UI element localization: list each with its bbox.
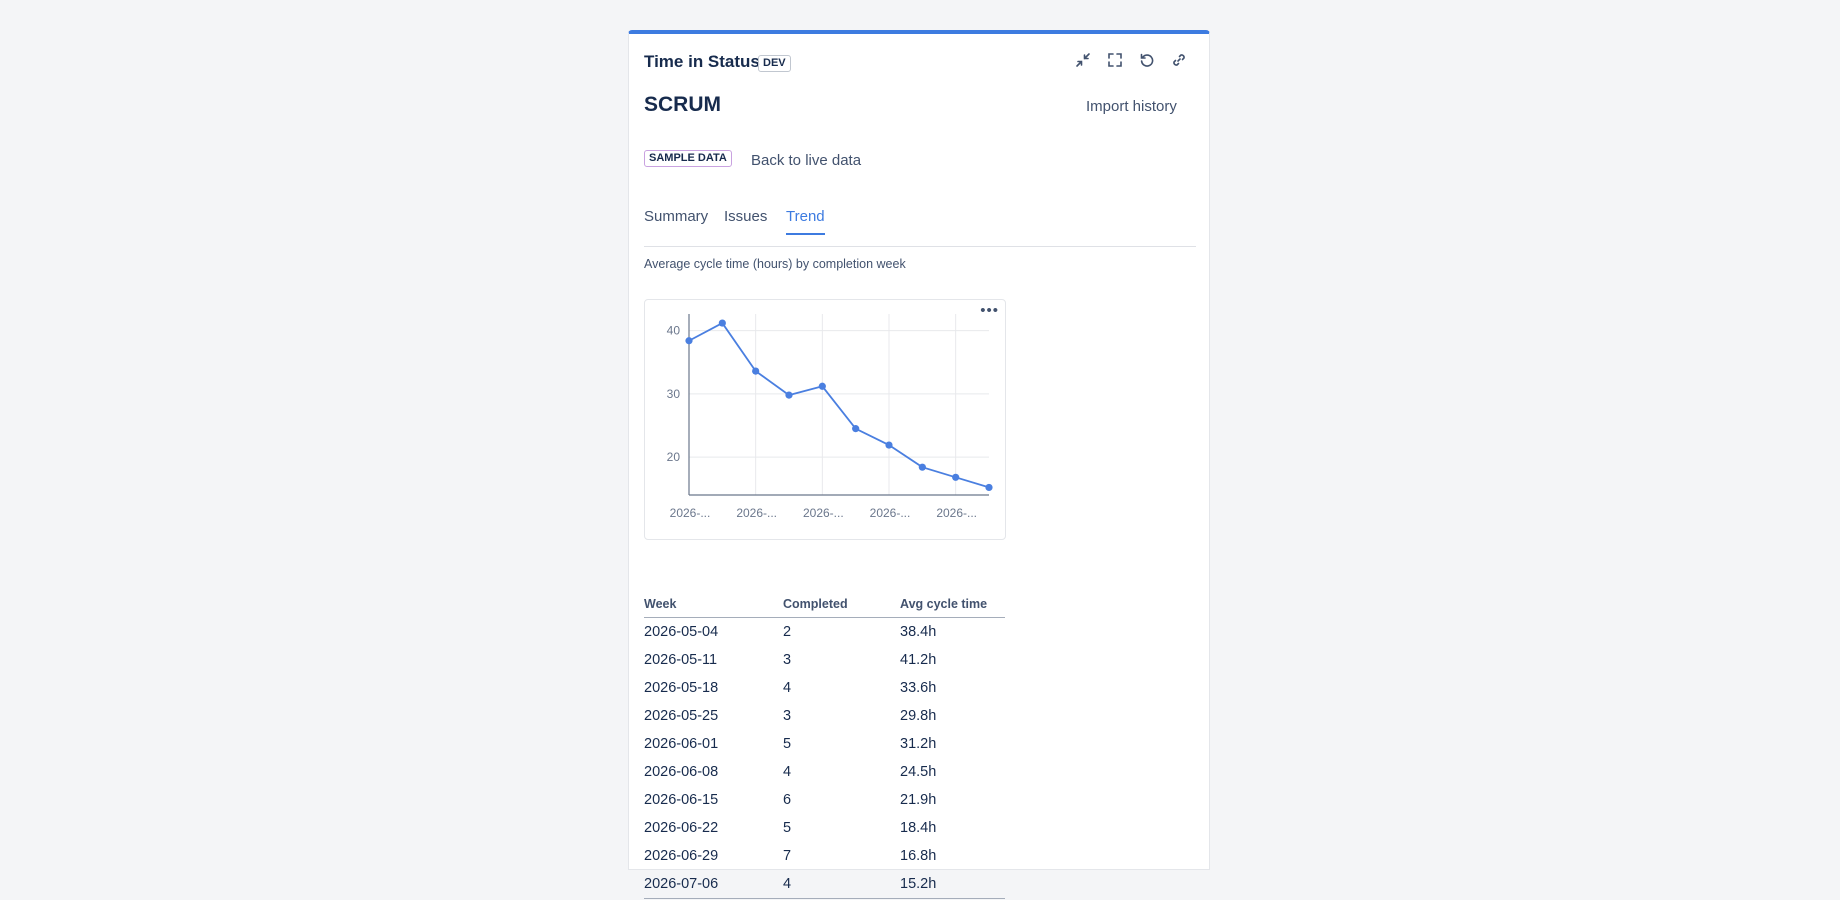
cell-avg-cycle-time: 31.2h xyxy=(900,736,937,752)
cell-avg-cycle-time: 18.4h xyxy=(900,820,937,836)
data-point xyxy=(752,367,760,375)
collapse-icon[interactable] xyxy=(1073,50,1093,70)
cell-completed: 4 xyxy=(783,870,900,899)
chart-caption: Average cycle time (hours) by completion… xyxy=(644,257,906,271)
data-point xyxy=(852,425,860,433)
x-tick-label: 2026-... xyxy=(670,506,711,520)
cell-avg-cycle-time: 33.6h xyxy=(900,680,937,696)
cell-completed: 3 xyxy=(783,652,792,668)
data-point xyxy=(685,337,693,345)
table-row: 2026-06-29 7 16.8h xyxy=(644,842,1005,870)
x-tick-label: 2026-... xyxy=(736,506,777,520)
env-badge: DEV xyxy=(758,55,791,72)
cell-avg-cycle-time: 16.8h xyxy=(900,848,937,864)
time-in-status-panel: Time in Status DEV SCRUM Import history … xyxy=(628,30,1210,899)
column-header-avg-cycle-time: Avg cycle time xyxy=(900,595,1005,618)
cell-week: 2026-05-25 xyxy=(644,708,719,724)
sample-data-badge: SAMPLE DATA xyxy=(644,150,732,167)
table-row: 2026-06-15 6 21.9h xyxy=(644,786,1005,814)
data-point xyxy=(918,463,926,471)
cell-week: 2026-06-29 xyxy=(644,848,719,864)
trend-table: Week Completed Avg cycle time 2026-05-04… xyxy=(644,595,1005,899)
table-row: 2026-06-22 5 18.4h xyxy=(644,814,1005,842)
cell-completed: 7 xyxy=(783,848,792,864)
trend-chart-svg: 20 30 40 2026-... 2026-... 2026-... 2026-... 20… xyxy=(667,314,993,520)
cell-completed: 6 xyxy=(783,792,792,808)
table-row: 2026-05-11 3 41.2h xyxy=(644,646,1005,674)
cell-completed: 5 xyxy=(783,736,792,752)
table-row: 2026-05-18 4 33.6h xyxy=(644,674,1005,702)
cell-completed: 3 xyxy=(783,708,792,724)
cell-week: 2026-07-06 xyxy=(644,870,783,899)
column-header-completed: Completed xyxy=(783,595,900,618)
cell-completed: 2 xyxy=(783,624,792,640)
link-icon[interactable] xyxy=(1169,50,1189,70)
cell-completed: 5 xyxy=(783,820,792,836)
tab-issues[interactable]: Issues xyxy=(724,208,768,225)
cell-week: 2026-06-01 xyxy=(644,736,719,752)
data-point xyxy=(818,382,826,390)
table-row: 2026-05-04 2 38.4h xyxy=(644,618,1005,647)
cell-completed: 4 xyxy=(783,680,792,696)
refresh-icon[interactable] xyxy=(1137,50,1157,70)
back-to-live-data-link[interactable]: Back to live data xyxy=(751,152,862,169)
table-row: 2026-07-06 4 15.2h xyxy=(644,870,1005,899)
data-point xyxy=(785,391,793,399)
more-options-icon[interactable]: ••• xyxy=(980,302,999,319)
data-point xyxy=(952,473,960,481)
y-tick-label: 30 xyxy=(667,387,681,401)
x-tick-label: 2026-... xyxy=(936,506,977,520)
cell-week: 2026-06-08 xyxy=(644,764,719,780)
data-point xyxy=(718,319,726,327)
y-tick-label: 40 xyxy=(667,324,681,338)
cell-completed: 4 xyxy=(783,764,792,780)
panel-title: Time in Status xyxy=(644,52,760,71)
tab-trend[interactable]: Trend xyxy=(786,208,825,235)
series-line xyxy=(688,321,990,489)
x-tick-label: 2026-... xyxy=(803,506,844,520)
cell-avg-cycle-time: 41.2h xyxy=(900,652,937,668)
cell-week: 2026-05-11 xyxy=(644,652,718,668)
cell-avg-cycle-time: 29.8h xyxy=(900,708,937,724)
table-row: 2026-06-08 4 24.5h xyxy=(644,758,1005,786)
tab-summary[interactable]: Summary xyxy=(644,208,709,225)
data-point xyxy=(885,441,893,449)
table-header-row: Week Completed Avg cycle time xyxy=(644,595,1005,618)
data-point xyxy=(985,483,993,492)
cell-avg-cycle-time: 38.4h xyxy=(900,624,937,640)
cell-week: 2026-05-18 xyxy=(644,680,719,696)
cell-week: 2026-05-04 xyxy=(644,624,719,640)
table-row: 2026-06-01 5 31.2h xyxy=(644,730,1005,758)
x-tick-label: 2026-... xyxy=(870,506,911,520)
tab-bar: Summary Issues Trend xyxy=(644,208,1196,247)
cell-week: 2026-06-22 xyxy=(644,820,719,836)
trend-chart: ••• 20 30 40 2026-... 2026-... 2026-... 2026-.… xyxy=(644,299,1006,540)
y-tick-label: 20 xyxy=(667,450,681,464)
fullscreen-icon[interactable] xyxy=(1105,50,1125,70)
column-header-week: Week xyxy=(644,595,783,618)
cell-avg-cycle-time: 21.9h xyxy=(900,792,937,808)
cell-avg-cycle-time: 24.5h xyxy=(900,764,937,780)
cell-week: 2026-06-15 xyxy=(644,792,719,808)
import-history-button[interactable]: Import history xyxy=(1086,98,1177,115)
project-name: SCRUM xyxy=(644,93,721,116)
table-row: 2026-05-25 3 29.8h xyxy=(644,702,1005,730)
cell-avg-cycle-time: 15.2h xyxy=(900,870,1005,899)
